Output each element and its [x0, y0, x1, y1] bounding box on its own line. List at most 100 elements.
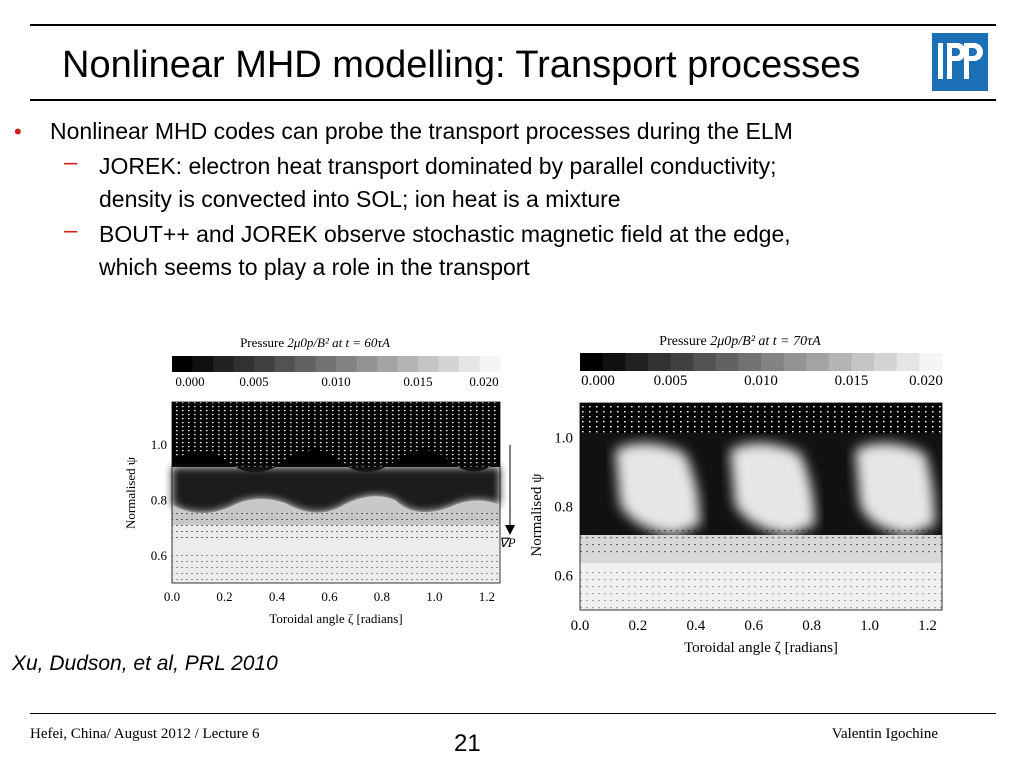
colorbar: 0.000 0.005 0.010 0.015 0.020: [172, 356, 501, 389]
pressure-figure-right: Pressure 2μ0p/B² at t = 70τA 0.000 0.005 0…: [525, 325, 955, 660]
slide-title: Nonlinear MHD modelling: Transport proce…: [62, 44, 861, 86]
sub-bullet-1-line-2: density is convected into SOL; ion heat …: [99, 186, 621, 212]
colorbar-step: [851, 353, 875, 371]
colorbar-step: [761, 353, 785, 371]
x-tick-label: 0.6: [744, 618, 763, 634]
bullet-marker: •: [14, 119, 22, 144]
colorbar-tick-label: 0.015: [835, 373, 869, 389]
heatmap-plot-area: [579, 402, 943, 611]
colorbar-tick-label: 0.000: [175, 374, 204, 389]
colorbar-step: [670, 353, 694, 371]
footer-rule: [30, 713, 996, 714]
colorbar: 0.000 0.005 0.010 0.015 0.020: [580, 353, 943, 389]
x-tick-label: 0.2: [629, 618, 648, 634]
x-tick-label: 0.2: [216, 589, 232, 604]
x-tick-label: 1.2: [918, 618, 937, 634]
colorbar-step: [274, 356, 296, 372]
x-tick-label: 0.0: [571, 618, 590, 634]
y-tick-label: 1.0: [554, 431, 573, 447]
colorbar-step: [459, 356, 480, 372]
x-tick-label: 0.8: [802, 618, 821, 634]
y-tick-labels: 0.6 0.8 1.0: [151, 437, 168, 563]
colorbar-step: [418, 356, 439, 372]
x-tick-label: 1.0: [426, 589, 442, 604]
colorbar-tick-label: 0.020: [469, 374, 498, 389]
colorbar-tick-label: 0.000: [581, 373, 615, 389]
ipp-logo: [932, 33, 988, 91]
colorbar-step: [315, 356, 337, 372]
chart-title: Pressure 2μ0p/B² at t = 70τA: [659, 334, 821, 349]
colorbar-step: [438, 356, 460, 372]
colorbar-step: [693, 353, 717, 371]
colorbar-tick-label: 0.005: [654, 373, 688, 389]
x-tick-labels: 0.0 0.2 0.4 0.6 0.8 1.0 1.2: [571, 618, 937, 634]
x-tick-label: 0.0: [164, 589, 180, 604]
pressure-chart-left: Pressure 2μ0p/B² at t = 60τA 0.000 0.005 0…: [123, 335, 516, 626]
y-tick-label: 0.8: [554, 500, 573, 516]
x-tick-label: 0.4: [686, 618, 705, 634]
colorbar-tick-label: 0.010: [321, 374, 350, 389]
colorbar-step: [172, 356, 193, 372]
colorbar-step: [254, 356, 275, 372]
x-tick-labels: 0.0 0.2 0.4 0.6 0.8 1.0 1.2: [164, 589, 495, 604]
x-axis-label: Toroidal angle ζ [radians]: [684, 640, 838, 656]
colorbar-step: [397, 356, 419, 372]
bullet-item-1: Nonlinear MHD codes can probe the transp…: [50, 118, 793, 144]
x-tick-label: 1.0: [860, 618, 879, 634]
colorbar-step: [336, 356, 357, 372]
colorbar-step: [738, 353, 762, 371]
colorbar-step: [647, 353, 671, 371]
sub-bullet-2-line-2: which seems to play a role in the transp…: [99, 254, 530, 280]
y-tick-labels: 0.6 0.8 1.0: [554, 431, 573, 585]
x-axis-label: Toroidal angle ζ [radians]: [269, 611, 402, 626]
title-top-rule: [30, 24, 996, 26]
page-number: 21: [454, 730, 481, 757]
title-bottom-rule: [30, 99, 996, 101]
colorbar-step: [715, 353, 739, 371]
y-axis-label: Normalised ψ: [529, 473, 545, 557]
colorbar-step: [828, 353, 852, 371]
colorbar-tick-label: 0.010: [744, 373, 778, 389]
pressure-chart-right: Pressure 2μ0p/B² at t = 70τA 0.000 0.005 0…: [529, 334, 943, 656]
ipp-logo-icon: [938, 43, 983, 79]
pressure-figure-left: Pressure 2μ0p/B² at t = 60τA 0.000 0.005 0…: [115, 325, 516, 635]
colorbar-step: [625, 353, 649, 371]
colorbar-step: [295, 356, 316, 372]
heatmap-plot-area: ∇P: [171, 401, 516, 584]
colorbar-step: [896, 353, 920, 371]
y-tick-label: 0.6: [554, 569, 573, 585]
sub-bullet-1-line-1: JOREK: electron heat transport dominated…: [99, 153, 777, 179]
y-tick-label: 0.8: [151, 492, 167, 507]
colorbar-step: [377, 356, 398, 372]
x-tick-label: 1.2: [479, 589, 495, 604]
bullet-list: • Nonlinear MHD codes can probe the tran…: [0, 112, 1024, 302]
colorbar-step: [233, 356, 255, 372]
colorbar-step: [602, 353, 626, 371]
sub-bullet-2-line-1: BOUT++ and JOREK observe stochastic magn…: [99, 221, 791, 247]
colorbar-step: [874, 353, 898, 371]
colorbar-tick-label: 0.020: [909, 373, 943, 389]
grad-p-annotation: ∇P: [499, 535, 515, 550]
y-tick-label: 0.6: [151, 548, 168, 563]
colorbar-step: [479, 356, 501, 372]
y-tick-label: 1.0: [151, 437, 167, 452]
colorbar-step: [806, 353, 830, 371]
colorbar-tick-label: 0.005: [239, 374, 268, 389]
sub-bullet-marker: –: [64, 217, 78, 244]
colorbar-step: [356, 356, 378, 372]
colorbar-step: [580, 353, 604, 371]
x-tick-label: 0.4: [269, 589, 286, 604]
footer-left: Hefei, China/ August 2012 / Lecture 6: [30, 726, 260, 742]
colorbar-step: [192, 356, 214, 372]
footer-right: Valentin Igochine: [831, 726, 938, 742]
sub-bullet-marker: –: [64, 149, 78, 176]
colorbar-step: [919, 353, 943, 371]
colorbar-step: [783, 353, 807, 371]
colorbar-step: [213, 356, 234, 372]
x-tick-label: 0.6: [321, 589, 338, 604]
colorbar-tick-label: 0.015: [403, 374, 432, 389]
y-axis-label: Normalised ψ: [123, 457, 138, 529]
chart-title: Pressure 2μ0p/B² at t = 60τA: [240, 335, 390, 350]
citation: Xu, Dudson, et al, PRL 2010: [12, 652, 278, 675]
x-tick-label: 0.8: [374, 589, 390, 604]
